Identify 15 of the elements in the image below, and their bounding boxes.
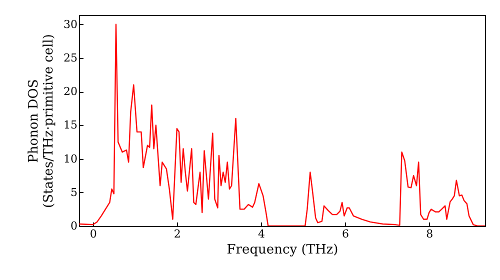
x-tick-label: 6 [342,228,350,240]
y-tick-label: 30 [64,18,78,31]
y-tick-label: 10 [64,152,78,166]
x-tick-label: 2 [174,228,181,240]
y-tick-label: 5 [70,186,78,199]
x-tick-label: 4 [258,228,265,240]
x-tick-label: 8 [426,228,434,240]
y-tick-label: 20 [64,85,78,98]
x-tick-label: 0 [90,228,97,240]
x-axis-title: Frequency (THz) [226,242,338,258]
line-series [79,24,485,226]
y-tick-label: 25 [64,52,78,65]
y-axis-title: Phonon DOS (States/THz·primitive cell) [26,34,57,208]
y-tick-label: 0 [70,220,78,232]
y-tick-label: 15 [64,118,78,132]
